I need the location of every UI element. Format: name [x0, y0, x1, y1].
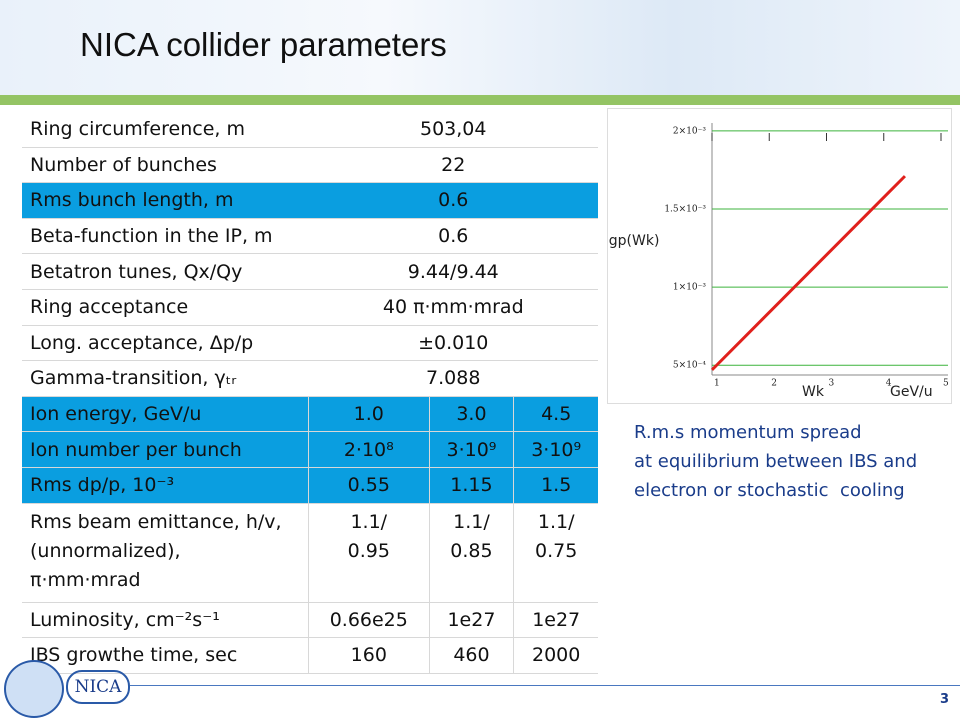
row-value: 0.55 — [308, 467, 430, 504]
row-value: 2·10⁸ — [308, 431, 430, 468]
row-value: 40 π·mm·mrad — [308, 289, 598, 326]
caption-line: at equilibrium between IBS and — [634, 451, 918, 472]
row-value: 3·10⁹ — [513, 431, 598, 468]
row-label: Long. acceptance, Δp/p — [22, 325, 309, 362]
table-row: Luminosity, cm⁻²s⁻¹ 0.66e25 1e27 1e27 — [22, 602, 598, 639]
row-label: Gamma-transition, γₜᵣ — [22, 360, 309, 397]
table-row: Ring acceptance 40 π·mm·mrad — [22, 289, 598, 326]
row-label: Rms dp/p, 10⁻³ — [22, 467, 309, 504]
table-row: Rms beam emittance, h/v, (unnormalized),… — [22, 503, 598, 603]
table-row: Rms bunch length, m 0.6 — [22, 182, 598, 219]
row-value: 0.6 — [308, 182, 598, 219]
y-tick-label: 5×10⁻⁴ — [673, 361, 706, 371]
page-number: 3 — [940, 692, 950, 707]
row-value: 0.6 — [308, 218, 598, 255]
table-row: Ion number per bunch 2·10⁸ 3·10⁹ 3·10⁹ — [22, 431, 598, 468]
row-value: 1e27 — [513, 602, 598, 639]
row-value: 22 — [308, 147, 598, 184]
row-value: 1.1/ 0.75 — [513, 503, 598, 603]
row-value: ±0.010 — [308, 325, 598, 362]
row-value: 7.088 — [308, 360, 598, 397]
row-label: Beta-function in the IP, m — [22, 218, 309, 255]
row-label: Number of bunches — [22, 147, 309, 184]
row-value: 4.5 — [513, 396, 598, 433]
chart-panel: 5×10⁻⁴ 1×10⁻³ 1.5×10⁻³ 2×10⁻³ 1 2 3 4 5 Sigp(Wk) W… — [596, 108, 952, 404]
row-label: Rms bunch length, m — [22, 182, 309, 219]
y-tick-label: 1.5×10⁻³ — [664, 204, 706, 214]
x-axis-label: Wk — [802, 384, 825, 400]
header-bar — [0, 95, 960, 105]
row-value: 3·10⁹ — [428, 431, 514, 468]
row-value: 1.1/ 0.95 — [308, 503, 430, 603]
row-value: 0.66e25 — [308, 602, 430, 639]
x-tick-label: 2 — [771, 379, 777, 389]
row-label: Ion energy, GeV/u — [22, 396, 309, 433]
table-row: Betatron tunes, Qx/Qy 9.44/9.44 — [22, 253, 598, 290]
row-label: Luminosity, cm⁻²s⁻¹ — [22, 602, 309, 639]
footer-line — [130, 685, 960, 686]
table-row: Rms dp/p, 10⁻³ 0.55 1.15 1.5 — [22, 467, 598, 504]
row-value: 1e27 — [428, 602, 514, 639]
row-value: 1.5 — [513, 467, 598, 504]
chart: 5×10⁻⁴ 1×10⁻³ 1.5×10⁻³ 2×10⁻³ 1 2 3 4 5 Sigp(Wk) W… — [596, 123, 949, 400]
row-label: Ion number per bunch — [22, 431, 309, 468]
y-tick-label: 2×10⁻³ — [673, 126, 706, 136]
table-row: IBS growthe time, sec 160 460 2000 — [22, 637, 598, 674]
row-value: 503,04 — [308, 112, 598, 148]
caption-line: electron or stochastic cooling — [634, 480, 905, 501]
banner — [0, 0, 960, 95]
row-value: 1.1/ 0.85 — [428, 503, 514, 603]
table-row: Ion energy, GeV/u 1.0 3.0 4.5 — [22, 396, 598, 433]
row-value: 9.44/9.44 — [308, 253, 598, 290]
x-tick-label: 3 — [829, 379, 835, 389]
y-axis-label: Sigp(Wk) — [608, 233, 659, 249]
row-value: 1.15 — [428, 467, 514, 504]
table-row: Ring circumference, m 503,04 — [22, 112, 598, 148]
row-value: 1.0 — [308, 396, 430, 433]
row-value: 160 — [308, 637, 430, 674]
table-row: Number of bunches 22 — [22, 147, 598, 184]
data-line — [710, 175, 906, 371]
row-value: 3.0 — [428, 396, 514, 433]
row-label: Ring circumference, m — [22, 112, 309, 148]
x-tick-label: 1 — [714, 379, 720, 389]
row-value: 460 — [428, 637, 514, 674]
table-row: Long. acceptance, Δp/p ±0.010 — [22, 325, 598, 362]
x-tick-label: 4 — [886, 379, 892, 389]
y-tick-label: 1×10⁻³ — [673, 283, 706, 293]
parameter-table: Ring circumference, m 503,04 Number of bun… — [22, 112, 598, 674]
row-label: Rms beam emittance, h/v, (unnormalized),… — [22, 503, 309, 603]
slide-title: NICA collider parameters — [80, 26, 447, 63]
row-label: Ring acceptance — [22, 289, 309, 326]
x-axis-unit: GeV/u — [890, 384, 933, 400]
x-tick-label: 5 — [943, 379, 949, 389]
row-label: IBS growthe time, sec — [22, 637, 309, 674]
caption-line: R.m.s momentum spread — [634, 422, 862, 443]
table-row: Beta-function in the IP, m 0.6 — [22, 218, 598, 255]
row-value: 2000 — [513, 637, 598, 674]
logo — [4, 660, 64, 718]
row-label: Betatron tunes, Qx/Qy — [22, 253, 309, 290]
logo: NICA — [66, 670, 130, 704]
caption: R.m.s momentum spread at equilibrium betw… — [634, 418, 917, 505]
table-row: Gamma-transition, γₜᵣ 7.088 — [22, 360, 598, 397]
